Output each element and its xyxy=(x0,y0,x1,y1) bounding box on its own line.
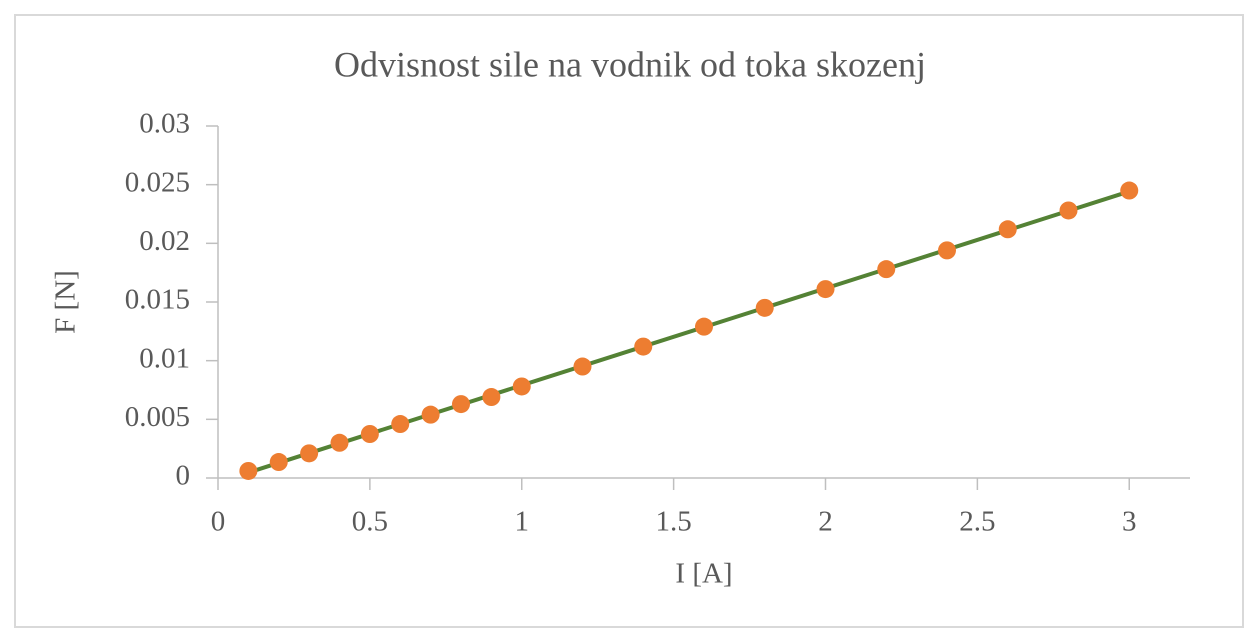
point xyxy=(877,260,896,279)
x-tick-label: 2.5 xyxy=(959,506,995,538)
point xyxy=(239,461,258,480)
y-tick-label: 0.025 xyxy=(125,166,190,198)
x-axis-label: I [A] xyxy=(675,558,732,590)
y-tick-label: 0.01 xyxy=(139,342,190,374)
point xyxy=(634,337,653,356)
x-tick-label: 2 xyxy=(818,506,833,538)
point xyxy=(482,388,501,407)
point xyxy=(452,395,470,414)
y-tick-label: 0.02 xyxy=(139,225,190,257)
point xyxy=(269,453,288,472)
y-tick-label: 0.005 xyxy=(125,401,190,433)
point xyxy=(938,241,956,260)
point xyxy=(360,425,379,443)
point xyxy=(755,298,774,317)
point xyxy=(300,444,319,463)
point xyxy=(573,357,592,376)
x-tick-label: 0 xyxy=(211,506,226,538)
x-tick-label: 3 xyxy=(1122,506,1137,538)
point xyxy=(1120,181,1139,200)
point xyxy=(391,415,410,434)
chart-border xyxy=(14,14,1244,628)
x-tick-label: 1 xyxy=(515,506,530,538)
point xyxy=(421,405,440,424)
point xyxy=(695,317,713,336)
x-tick-label: 1.5 xyxy=(656,506,692,538)
chart-title: Odvisnost sile na vodnik od toka skozenj xyxy=(334,44,926,84)
x-tick-label: 0.5 xyxy=(352,506,388,538)
point xyxy=(1059,201,1078,220)
y-tick-label: 0.015 xyxy=(125,284,190,316)
y-tick-label: 0 xyxy=(176,460,191,492)
point xyxy=(998,220,1017,239)
y-tick-label: 0.03 xyxy=(139,108,190,140)
point xyxy=(816,280,835,299)
point xyxy=(330,433,349,452)
point xyxy=(512,377,531,396)
y-axis-label: F [N] xyxy=(50,270,82,334)
